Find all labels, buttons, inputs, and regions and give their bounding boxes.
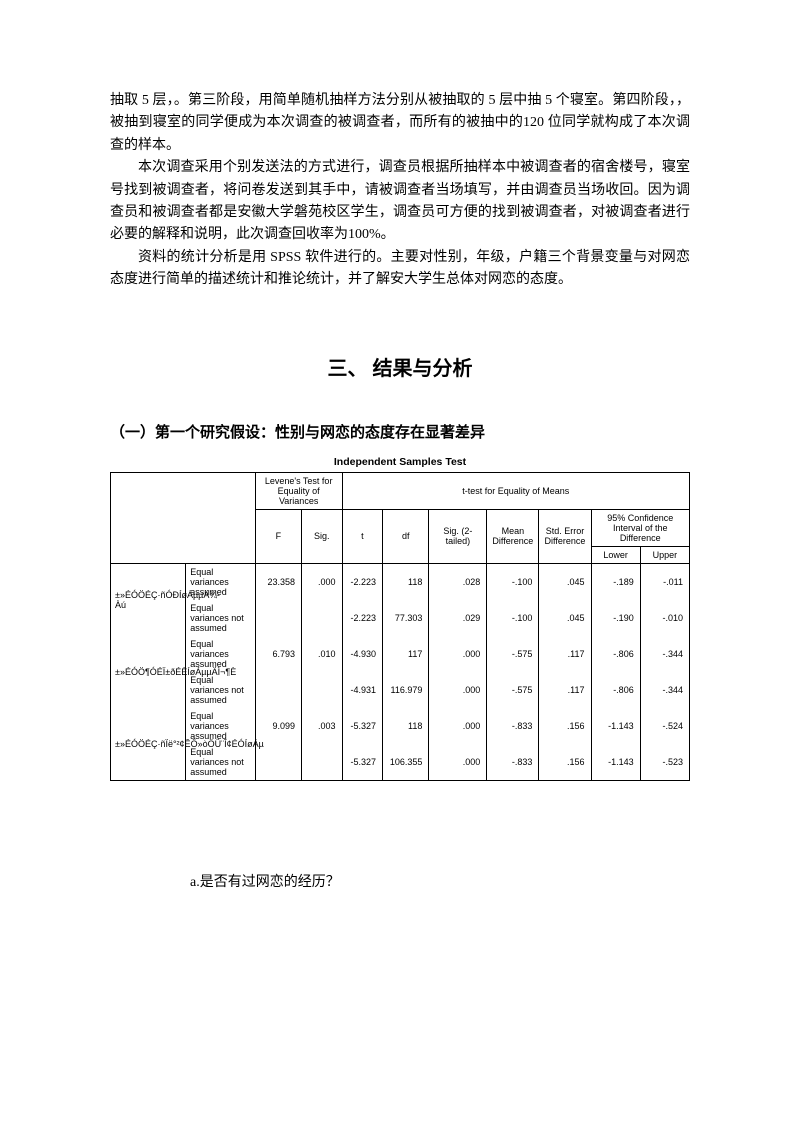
cell-f: 23.358 xyxy=(255,563,301,600)
cell-df: 118 xyxy=(383,563,429,600)
cell-f xyxy=(255,744,301,781)
cell-md: -.575 xyxy=(487,636,539,672)
paragraph-1: 抽取 5 层，。第三阶段，用简单随机抽样方法分别从被抽取的 5 层中抽 5 个寝… xyxy=(110,90,690,157)
cell-f: 6.793 xyxy=(255,636,301,672)
cell-md: -.100 xyxy=(487,563,539,600)
cell-md: -.575 xyxy=(487,672,539,708)
upper-header: Upper xyxy=(640,546,689,563)
t-header: t xyxy=(342,509,383,563)
cell-up: -.524 xyxy=(640,708,689,744)
row-label: ±»ÉÓÖÉÇ·ñÓÐÍøÁµµÄ¾­Àú xyxy=(111,563,186,636)
cell-md: -.833 xyxy=(487,708,539,744)
cell-sig2: .029 xyxy=(429,600,487,636)
cell-sig: .010 xyxy=(302,636,343,672)
paragraph-3: 资料的统计分析是用 SPSS 软件进行的。主要对性别，年级，户籍三个背景变量与对… xyxy=(110,247,690,292)
cell-df: 117 xyxy=(383,636,429,672)
cell-se: .045 xyxy=(539,600,591,636)
table-title: Independent Samples Test xyxy=(110,456,690,468)
cell-t: -4.930 xyxy=(342,636,383,672)
cell-sig xyxy=(302,672,343,708)
cell-lo: -.190 xyxy=(591,600,640,636)
row-label: ±»ÉÓÖ¶ÓÉÏ±ðÉÈÍøÁµµÄÌ¬¶È xyxy=(111,636,186,708)
cell-sig2: .000 xyxy=(429,672,487,708)
cell-t: -2.223 xyxy=(342,600,383,636)
row-label: ±»ÉÓÖÉÇ·ñÏë°²¢ÊÖ»òÖÜ¨Î¢ÉÓÍøÁµ xyxy=(111,708,186,781)
cell-df: 118 xyxy=(383,708,429,744)
stats-table: Levene's Test for Equality of Variances … xyxy=(110,472,690,781)
cell-f xyxy=(255,600,301,636)
cell-md: -.100 xyxy=(487,600,539,636)
cell-se: .156 xyxy=(539,744,591,781)
stderr-header: Std. Error Difference xyxy=(539,509,591,563)
cell-sig2: .028 xyxy=(429,563,487,600)
cell-sig2: .000 xyxy=(429,636,487,672)
cell-sig2: .000 xyxy=(429,708,487,744)
cell-se: .117 xyxy=(539,672,591,708)
paragraph-2: 本次调查采用个别发送法的方式进行，调查员根据所抽样本中被调查者的宿舍楼号，寝室号… xyxy=(110,157,690,247)
cell-t: -2.223 xyxy=(342,563,383,600)
lower-header: Lower xyxy=(591,546,640,563)
cell-lo: -.806 xyxy=(591,672,640,708)
cell-se: .117 xyxy=(539,636,591,672)
cell-se: .045 xyxy=(539,563,591,600)
levene-header: Levene's Test for Equality of Variances xyxy=(255,472,342,509)
cell-t: -5.327 xyxy=(342,708,383,744)
cell-t: -4.931 xyxy=(342,672,383,708)
cell-t: -5.327 xyxy=(342,744,383,781)
cell-df: 106.355 xyxy=(383,744,429,781)
cell-up: -.523 xyxy=(640,744,689,781)
cell-lo: -1.143 xyxy=(591,744,640,781)
variance-not-assumed: Equal variances not assumed xyxy=(186,600,255,636)
cell-sig xyxy=(302,744,343,781)
cell-df: 116.979 xyxy=(383,672,429,708)
f-header: F xyxy=(255,509,301,563)
section-title: 三、 结果与分析 xyxy=(110,352,690,381)
cell-sig2: .000 xyxy=(429,744,487,781)
cell-up: -.010 xyxy=(640,600,689,636)
cell-df: 77.303 xyxy=(383,600,429,636)
cell-lo: -.806 xyxy=(591,636,640,672)
cell-lo: -.189 xyxy=(591,563,640,600)
cell-up: -.344 xyxy=(640,672,689,708)
cell-sig xyxy=(302,600,343,636)
sig2-header: Sig. (2-tailed) xyxy=(429,509,487,563)
variance-assumed: Equal variances assumed xyxy=(186,563,255,600)
cell-sig: .003 xyxy=(302,708,343,744)
ci-header: 95% Confidence Interval of the Differenc… xyxy=(591,509,690,546)
sig-header: Sig. xyxy=(302,509,343,563)
cell-up: -.011 xyxy=(640,563,689,600)
cell-lo: -1.143 xyxy=(591,708,640,744)
cell-md: -.833 xyxy=(487,744,539,781)
variance-not-assumed: Equal variances not assumed xyxy=(186,744,255,781)
cell-up: -.344 xyxy=(640,636,689,672)
df-header: df xyxy=(383,509,429,563)
variance-assumed: Equal variances assumed xyxy=(186,636,255,672)
variance-not-assumed: Equal variances not assumed xyxy=(186,672,255,708)
cell-se: .156 xyxy=(539,708,591,744)
ttest-header: t-test for Equality of Means xyxy=(342,472,689,509)
question-a: a.是否有过网恋的经历？ xyxy=(190,871,690,891)
subsection-title: （一）第一个研究假设：性别与网恋的态度存在显著差异 xyxy=(110,421,690,442)
cell-f xyxy=(255,672,301,708)
meandiff-header: Mean Difference xyxy=(487,509,539,563)
cell-sig: .000 xyxy=(302,563,343,600)
